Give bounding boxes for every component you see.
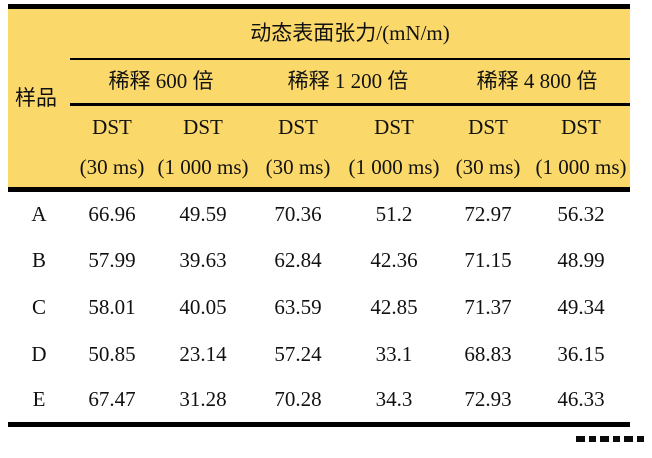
table-cell: 58.01 (70, 283, 154, 331)
sub-header-dst-30ms: DST (30 ms) (252, 104, 344, 192)
table-row-sample-b: B 57.99 39.63 62.84 42.36 71.15 48.99 (8, 236, 630, 284)
sub-header-time: (30 ms) (265, 154, 331, 179)
sub-header-name: DST (561, 114, 601, 139)
scan-artifact-dashed-rule (572, 436, 648, 442)
table-cell: 70.36 (252, 189, 344, 237)
table-cell: 56.32 (532, 189, 630, 237)
table-cell: 48.99 (532, 236, 630, 284)
sub-header-dst-1000ms: DST (1 000 ms) (154, 104, 252, 192)
table-cell: 31.28 (154, 377, 252, 425)
table-cell: 70.28 (252, 377, 344, 425)
table-cell: 36.15 (532, 330, 630, 378)
table-cell: 34.3 (344, 377, 444, 425)
table-title-header: 动态表面张力/(mN/m) (70, 6, 630, 60)
sub-header-name: DST (278, 114, 318, 139)
table-cell: 51.2 (344, 189, 444, 237)
table-cell: 50.85 (70, 330, 154, 378)
table-cell: 57.24 (252, 330, 344, 378)
table-cell: 63.59 (252, 283, 344, 331)
sub-header-dst-1000ms: DST (1 000 ms) (344, 104, 444, 192)
table-cell: 72.97 (444, 189, 532, 237)
table-row-sample-c: C 58.01 40.05 63.59 42.85 71.37 49.34 (8, 283, 630, 331)
table-cell: 49.34 (532, 283, 630, 331)
table-cell: 71.37 (444, 283, 532, 331)
table-cell: 49.59 (154, 189, 252, 237)
sub-header-dst-30ms: DST (30 ms) (70, 104, 154, 192)
table-cell: 42.36 (344, 236, 444, 284)
sub-header-time: (30 ms) (455, 154, 521, 179)
table-cell: 40.05 (154, 283, 252, 331)
table-cell: 33.1 (344, 330, 444, 378)
table-cell: 67.47 (70, 377, 154, 425)
table-cell: 42.85 (344, 283, 444, 331)
row-label: E (8, 377, 70, 425)
table-row-sample-a: A 66.96 49.59 70.36 51.2 72.97 56.32 (8, 189, 630, 237)
header-row-title: 样品 动态表面张力/(mN/m) (8, 6, 630, 192)
table-cell: 62.84 (252, 236, 344, 284)
table-cell: 46.33 (532, 377, 630, 425)
sub-header-name: DST (183, 114, 223, 139)
sub-header-name: DST (468, 114, 508, 139)
sub-header-name: DST (374, 114, 414, 139)
table-cell: 71.15 (444, 236, 532, 284)
table-cell: 39.63 (154, 236, 252, 284)
group-header-dilution-600: 稀释 600 倍 (70, 58, 252, 106)
table-cell: 72.93 (444, 377, 532, 425)
table-row-sample-d: D 50.85 23.14 57.24 33.1 68.83 36.15 (8, 330, 630, 378)
sub-header-time: (1 000 ms) (157, 154, 249, 179)
row-label: C (8, 283, 70, 331)
table-cell: 23.14 (154, 330, 252, 378)
row-label: D (8, 330, 70, 378)
table-cell: 57.99 (70, 236, 154, 284)
sub-header-time: (30 ms) (79, 154, 145, 179)
header-row-dilution-groups: 稀释 600 倍 稀释 1 200 倍 稀释 4 800 倍 (8, 58, 630, 106)
sample-column-header: 样品 (8, 6, 70, 192)
group-header-dilution-4800: 稀释 4 800 倍 (444, 58, 630, 106)
sub-header-time: (1 000 ms) (535, 154, 627, 179)
group-header-dilution-1200: 稀释 1 200 倍 (252, 58, 444, 106)
table-cell: 66.96 (70, 189, 154, 237)
table-row-sample-e: E 67.47 31.28 70.28 34.3 72.93 46.33 (8, 377, 630, 425)
row-label: A (8, 189, 70, 237)
sub-header-dst-30ms: DST (30 ms) (444, 104, 532, 192)
sub-header-time: (1 000 ms) (348, 154, 440, 179)
sub-header-dst-1000ms: DST (1 000 ms) (532, 104, 630, 192)
row-label: B (8, 236, 70, 284)
header-row-dst-times: DST (30 ms) DST (1 000 ms) DST (30 ms) D… (8, 104, 630, 192)
table-cell: 68.83 (444, 330, 532, 378)
dynamic-surface-tension-table: 样品 动态表面张力/(mN/m) 稀释 600 倍 稀释 1 200 倍 稀释 … (8, 4, 630, 427)
sub-header-name: DST (92, 114, 132, 139)
